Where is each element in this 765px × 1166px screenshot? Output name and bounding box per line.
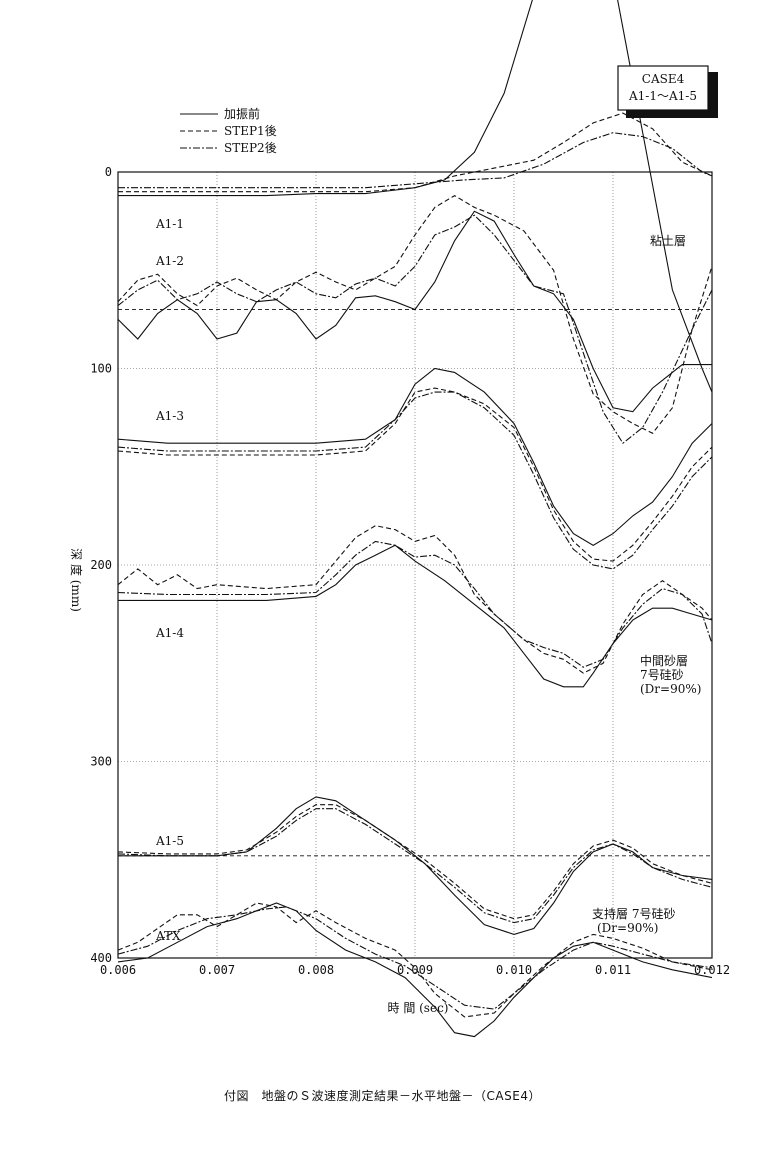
x-axis-label: 時 間 (sec): [388, 1001, 449, 1015]
legend-label-step1: STEP1後: [224, 124, 277, 138]
x-tick-label: 0.006: [100, 963, 136, 977]
trace-a1-4-s: [118, 544, 713, 688]
legend-label-before: 加振前: [224, 106, 260, 121]
y-tick-label: 300: [90, 755, 112, 769]
y-tick-labels: 0 100 200 300 400: [90, 165, 112, 965]
y-axis-label: 深 度 (mm): [69, 548, 84, 612]
x-tick-labels: 0.006 0.007 0.008 0.009 0.010 0.011 0.012: [100, 963, 730, 977]
layer-label-support-1: 支持層 7号硅砂: [592, 906, 675, 921]
trace-a1-5-s: [118, 796, 713, 935]
grid-lines: [118, 172, 712, 958]
trace-label-atx: ATX: [155, 929, 181, 943]
y-axis-label-text: 深 度 (mm): [69, 548, 84, 612]
case-box: CASE4 A1-1～A1-5: [617, 65, 718, 118]
trace-a1-2-s: [117, 210, 712, 413]
x-tick-label: 0.008: [298, 963, 334, 977]
trace-atx-step1: [117, 902, 713, 1018]
y-tick-label: 200: [90, 558, 112, 572]
y-tick-label: 0: [105, 165, 112, 179]
case-box-line2: A1-1～A1-5: [628, 89, 697, 103]
x-tick-label: 0.009: [397, 963, 433, 977]
case-box-line1: CASE4: [642, 72, 685, 86]
legend-label-step2: STEP2後: [224, 141, 277, 155]
legend: 加振前 STEP1後 STEP2後: [180, 106, 277, 155]
trace-a1-3-step2: [117, 391, 713, 570]
x-tick-label: 0.012: [694, 963, 730, 977]
x-tick-label: 0.011: [595, 963, 631, 977]
trace-a1-5-step1: [117, 804, 713, 920]
trace-a1-3-step1: [117, 387, 713, 562]
trace-label-a1-2: A1-2: [155, 254, 184, 268]
trace-a1-1-s: [118, 0, 713, 393]
trace-label-a1-3: A1-3: [155, 409, 184, 423]
trace-a1-2-step1: [117, 194, 713, 434]
case-box-frame: [617, 65, 709, 111]
trace-a1-4-step2: [117, 540, 713, 668]
trace-atx-step2: [117, 906, 713, 1010]
figure-caption: 付図 地盤のＳ波速度測定結果－水平地盤－（CASE4）: [224, 1089, 541, 1103]
trace-label-a1-1: A1-1: [155, 217, 184, 231]
trace-label-a1-5: A1-5: [155, 834, 184, 848]
layer-label-clay: 粘土層: [650, 233, 686, 248]
y-tick-label: 100: [90, 362, 112, 376]
trace-a1-1-step2: [118, 132, 713, 189]
y-tick-label: 400: [90, 951, 112, 965]
x-tick-label: 0.007: [199, 963, 235, 977]
layer-label-support-2: (Dr=90%): [597, 921, 658, 935]
trace-a1-3-s: [117, 367, 713, 546]
trace-a1-1-step1: [118, 112, 713, 193]
trace-a1-5-step2: [117, 808, 713, 924]
trace-a1-4-step1: [117, 525, 713, 674]
layer-label-mid-1: 中間砂層: [640, 653, 688, 668]
plot-frame: [117, 171, 713, 959]
layer-label-mid-3: (Dr=90%): [640, 682, 701, 696]
trace-label-a1-4: A1-4: [155, 626, 184, 640]
x-tick-label: 0.010: [496, 963, 532, 977]
layer-label-mid-2: 7号硅砂: [640, 668, 684, 682]
trace-group: [117, 0, 713, 1038]
trace-a1-2-step2: [117, 214, 713, 445]
